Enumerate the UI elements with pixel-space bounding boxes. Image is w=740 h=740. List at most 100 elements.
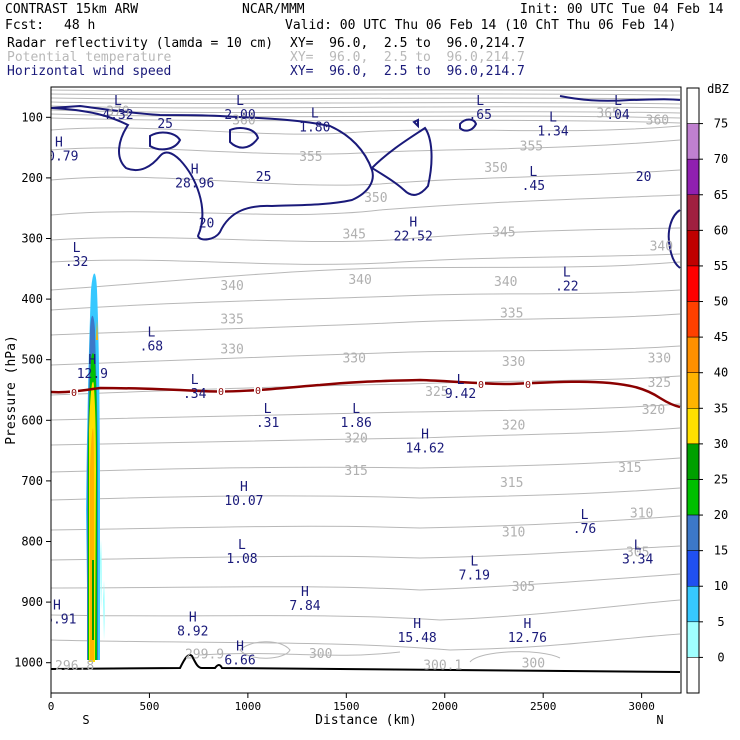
colorbar-cell [686,301,700,338]
colorbar-label: 15 [714,544,728,558]
theta-label: 305 [626,546,649,561]
freezing-label: 0 [255,386,261,397]
extremum-kind: H [413,617,421,632]
y-tick-label: 600 [21,413,43,427]
extremum-kind: L [634,538,642,553]
colorbar-cell [686,443,700,480]
theta-label: 310 [502,526,525,541]
extremum-kind: H [55,135,63,150]
colorbar-cell [686,230,700,267]
colorbar-label: 55 [714,259,728,273]
field-name-wind: Horizontal wind speed [7,64,172,79]
valid-time: Valid: 00 UTC Thu 06 Feb 14 (10 ChT Thu … [285,18,677,33]
extremum-value: 8.92 [177,624,208,639]
extremum-kind: H [236,640,244,655]
extremum-value: .22 [555,280,578,295]
theta-label: 325 [425,385,448,400]
extremum-kind: L [264,402,272,417]
wind-labels: 25 25 20 20 [157,117,651,231]
freezing-label-bg [477,378,485,389]
extremum-kind: H [189,610,197,625]
extremum-kind: H [240,480,248,495]
terrain-line [51,654,681,673]
theta-label: 360 [646,114,669,129]
theta-label: 340 [650,240,673,255]
extremum-value: 12.76 [508,631,547,646]
y-tick-label: 400 [21,292,43,306]
extremum-kind: L [114,94,122,109]
theta-label: 330 [342,352,365,367]
extremum-value: .32 [65,255,88,270]
colorbar: 0 5 10 15 20 25 30 35 40 45 50 55 60 65 70 75 [686,87,728,694]
x-tick-label: 1500 [333,700,360,713]
extremum-value: 4.32 [102,108,133,123]
wind-label: 20 [636,170,652,185]
extremum-kind: L [549,111,557,126]
x-tick-label: 500 [140,700,160,713]
extremum-kind: H [88,353,96,368]
extremum-value: .65 [468,108,491,123]
plot-area: 370 360 365 360 355 355 350 350 345 345 340 340 340 3… [51,89,681,674]
theta-label: 330 [220,343,243,358]
upper-theta-contours [51,89,681,124]
colorbar-cell [686,585,700,623]
extremum-kind: L [529,165,537,180]
x-axis-title: Distance (km) [315,713,417,728]
theta-label: 355 [299,150,322,165]
x-axis-end-label: N [656,713,663,727]
extremum-value: 6.66 [224,654,255,669]
colorbar-label: 0 [717,650,724,664]
y-tick-label: 900 [21,595,43,609]
colorbar-cell-top [686,87,700,124]
colorbar-label: 5 [717,615,724,629]
init-time: Init: 00 UTC Tue 04 Feb 14 [520,2,724,17]
fcst-label: Fcst: [5,18,45,33]
theta-label: 370 [106,104,129,119]
theta-labels: 370 360 365 360 355 355 350 350 345 345 340 340 340 3… [55,104,673,673]
colorbar-cell [686,265,700,302]
theta-label: 296.8 [55,659,94,674]
extremum-value: 14.62 [405,441,444,456]
colorbar-label: 75 [714,117,728,131]
theta-label: 320 [344,432,367,447]
theta-label: 340 [348,273,371,288]
extremum-value: 15.48 [398,631,437,646]
extremum-kind: H [409,215,417,230]
colorbar-cell [686,621,700,658]
freezing-label-bg [70,386,78,397]
theta-label: 315 [500,476,523,491]
extremum-value: 22.52 [394,229,433,244]
extremum-value: 1.80 [299,120,330,135]
extremum-value: 1.86 [341,416,372,431]
wind-label: 25 [157,117,173,132]
freezing-label: 0 [478,380,484,391]
freezing-label: 0 [71,388,77,399]
theta-label: 300 [522,657,545,672]
freezing-labels: 0 0 0 0 0 [70,378,532,399]
theta-label: 345 [492,226,515,241]
wind-label: 20 [199,217,215,232]
theta-label: 305 [512,580,535,595]
extremum-value: .76 [573,522,596,537]
theta-label: 315 [618,461,641,476]
extremum-kind: L [236,94,244,109]
plot-frame [50,86,682,694]
extremum-value: 1.34 [537,125,568,140]
y-axis-title: Pressure (hPa) [4,335,19,445]
field-xy-wind: XY= 96.0, 2.5 to 96.0,214.7 [290,64,525,79]
colorbar-label: 10 [714,579,728,593]
colorbar-cell [686,550,700,587]
y-tick-label: 1000 [14,656,43,670]
extremum-kind: H [301,585,309,600]
freezing-label-bg [524,378,532,389]
theta-label: 340 [220,279,243,294]
extremum-kind: L [614,94,622,109]
field-name-reflectivity: Radar reflectivity (lamda = 10 cm) [7,36,274,51]
colorbar-label: 65 [714,188,728,202]
field-name-theta: Potential temperature [7,50,172,65]
y-axis: 100 200 300 400 500 600 700 800 900 1000 [14,110,51,670]
theta-label: 315 [344,464,367,479]
theta-label: 310 [630,506,653,521]
